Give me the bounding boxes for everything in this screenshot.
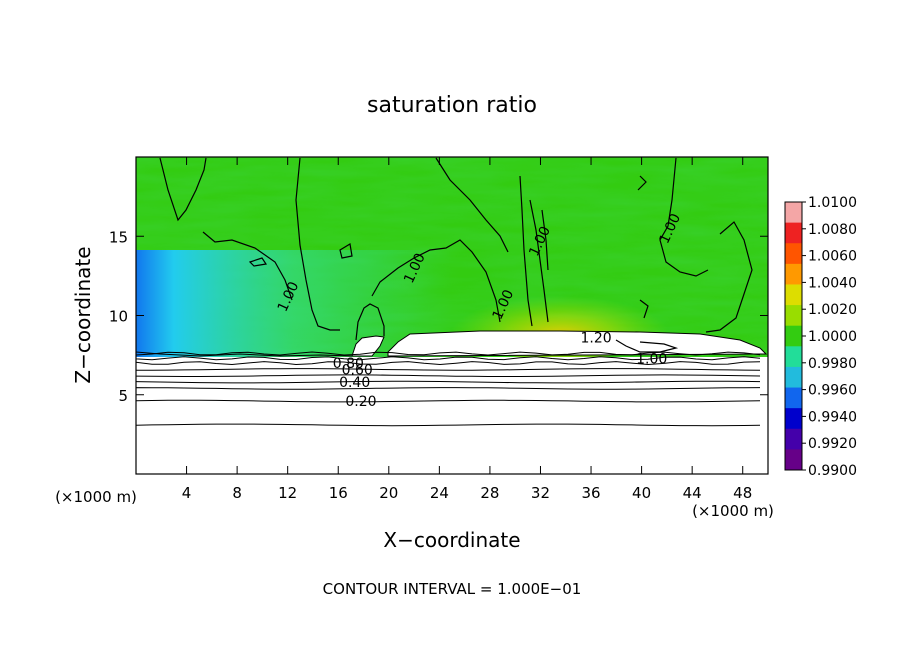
contour-line [371, 239, 501, 323]
contour-line [355, 303, 385, 341]
x-tick-label: 28 [480, 484, 499, 502]
y-axis: 5 10 15 [109, 228, 768, 405]
colorbar-label: 1.0020 [808, 302, 857, 318]
colorbar-segment [785, 284, 802, 306]
chart-title: saturation ratio [367, 93, 537, 118]
contour-line [159, 157, 207, 222]
contour-line [295, 157, 340, 331]
colorbar-label: 1.0100 [808, 195, 857, 211]
contour-line [435, 157, 509, 253]
colorbar-segment [785, 387, 802, 409]
contour-line [519, 175, 533, 327]
contour-line [136, 361, 761, 366]
colorbar-label: 0.9940 [808, 409, 857, 425]
contour-label: 0.20 [345, 394, 376, 410]
x-tick-label: 16 [329, 484, 348, 502]
contour-line [248, 257, 268, 267]
colorbar-label: 0.9920 [808, 436, 857, 452]
contour-line [541, 209, 549, 271]
colorbar-segment [785, 263, 802, 285]
contour-label: 0.80 [333, 356, 364, 372]
colorbar-segment [785, 202, 802, 224]
colorbar-segment [785, 366, 802, 389]
x-unit-left: (×1000 m) [55, 488, 137, 506]
cloud-region-small [351, 335, 385, 357]
colorbar-segment [785, 305, 802, 327]
colorbar-segment [785, 243, 802, 265]
y-axis-label: Z−coordinate [71, 246, 95, 383]
contour-line [136, 399, 761, 403]
colorbar-segment [785, 428, 802, 450]
x-tick-label: 4 [182, 484, 192, 502]
contour-line [136, 356, 761, 361]
x-tick-label: 48 [733, 484, 752, 502]
contour-line [136, 423, 761, 427]
contour-label: 1.00 [636, 351, 667, 367]
contour-label: 0.40 [339, 375, 370, 391]
contour-line [136, 368, 761, 371]
x-tick-label: 44 [683, 484, 702, 502]
contour-line [705, 221, 753, 333]
colorbar-label: 1.0080 [808, 222, 857, 238]
x-unit-right: (×1000 m) [692, 502, 774, 520]
x-tick-label: 24 [430, 484, 449, 502]
colorbar-label: 0.9900 [808, 463, 857, 479]
contour-line [659, 157, 709, 277]
colorbar-label: 1.0060 [808, 249, 857, 265]
x-tick-label: 8 [232, 484, 242, 502]
colorbar-label: 1.0040 [808, 275, 857, 291]
y-tick-label: 15 [109, 228, 128, 246]
contour-label: 1.20 [581, 331, 612, 347]
contour-label: 0.60 [342, 362, 373, 378]
x-tick-label: 36 [581, 484, 600, 502]
contour-line [639, 299, 649, 319]
x-axis: 4 8 12 16 20 24 28 32 36 40 44 48 [182, 157, 752, 502]
colorbar-segment [785, 222, 802, 244]
colorbar-segment [785, 325, 802, 347]
x-tick-label: 20 [379, 484, 398, 502]
contour-line [136, 387, 761, 390]
colorbar-segment [785, 408, 802, 430]
contour-line [339, 243, 353, 259]
colorbar-label: 0.9980 [808, 356, 857, 372]
y-tick-label: 10 [109, 308, 128, 326]
contour-line [136, 380, 761, 384]
colorbar-label: 0.9960 [808, 383, 857, 399]
colorbar: 1.0100 1.0080 1.0060 1.0040 1.0020 1.0000 0.99… [784, 195, 857, 479]
contour-line [202, 231, 293, 301]
colorbar-segment [785, 449, 802, 471]
contour-line [637, 175, 647, 191]
colorbar-segment [785, 346, 802, 368]
contour-lines [136, 351, 761, 427]
contour-line [136, 351, 353, 357]
colorbar-label: 1.0000 [808, 329, 857, 345]
contour-line [136, 374, 761, 377]
contour-line [529, 199, 549, 323]
contour-line [615, 339, 679, 353]
plot-area: 0.200.400.600.801.001.001.001.00 1.001.20… [136, 157, 768, 474]
contour-interval-note: CONTOUR INTERVAL = 1.000E−01 [323, 580, 582, 598]
x-axis-label: X−coordinate [383, 528, 520, 552]
y-tick-label: 5 [118, 387, 128, 405]
x-tick-label: 12 [278, 484, 297, 502]
x-tick-label: 40 [632, 484, 651, 502]
x-tick-label: 32 [531, 484, 550, 502]
contour-line [136, 351, 761, 356]
